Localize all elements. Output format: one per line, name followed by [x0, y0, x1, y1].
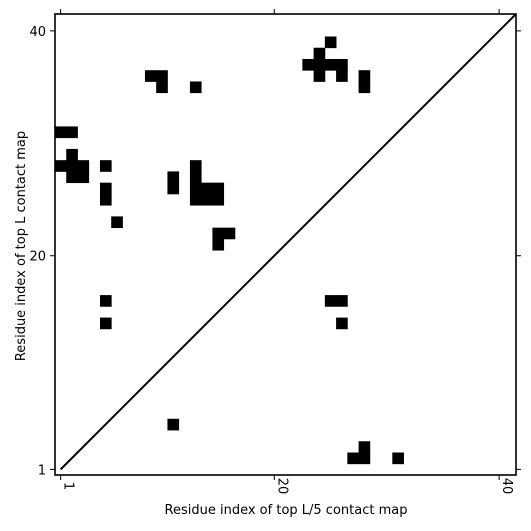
contact-cell: [336, 295, 348, 307]
contact-cell: [99, 193, 112, 206]
contact-cell: [336, 70, 348, 82]
contact-cell: [99, 317, 112, 330]
x-tick-label: 40: [499, 478, 514, 495]
contact-cell: [324, 36, 337, 49]
y-tick-label: 20: [29, 250, 46, 265]
contact-cell: [99, 160, 112, 172]
contact-cell: [212, 182, 225, 195]
contact-cell: [324, 58, 337, 71]
contact-cell: [189, 81, 202, 94]
contact-cell: [212, 227, 225, 240]
contact-cell: [313, 70, 326, 82]
contact-cell: [167, 171, 180, 184]
contact-cell: [313, 58, 326, 71]
contact-cell: [358, 441, 371, 453]
contact-cell: [189, 182, 202, 195]
x-tick-label: 20: [274, 478, 289, 495]
contact-cell: [77, 160, 90, 172]
contact-cell: [156, 81, 168, 94]
contact-cell: [189, 171, 202, 184]
y-tick-label: 40: [29, 25, 46, 40]
plot-frame: [54, 13, 517, 476]
contact-cell: [201, 193, 213, 206]
contact-cell: [324, 295, 337, 307]
contact-cell: [347, 452, 359, 465]
contact-cell: [99, 295, 112, 307]
contact-cell: [212, 193, 225, 206]
contact-cell: [99, 182, 112, 195]
contact-cell: [66, 126, 78, 139]
contact-cell: [66, 160, 78, 172]
contact-cell: [201, 182, 213, 195]
contact-cell: [358, 452, 371, 465]
y-axis-title: Residue index of top L contact map: [14, 131, 29, 361]
contact-cell: [111, 216, 123, 229]
contact-cell: [336, 317, 348, 330]
x-tick-label: 1: [61, 482, 76, 490]
contact-cell: [167, 182, 180, 195]
contact-cell: [302, 58, 315, 71]
contact-cell: [167, 418, 180, 431]
contact-cell: [156, 70, 168, 82]
contact-cell: [77, 171, 90, 184]
y-tick-label: 1: [38, 463, 46, 478]
contact-cells: [55, 36, 404, 465]
contact-cell: [55, 160, 67, 172]
contact-cell: [212, 238, 225, 251]
contact-cell: [392, 452, 404, 465]
contact-cell: [144, 70, 157, 82]
contact-cell: [358, 70, 371, 82]
contact-cell: [66, 171, 78, 184]
axis-ticks: 1 20 40 1 20 40: [29, 9, 521, 494]
contact-cell: [223, 227, 236, 240]
contact-cell: [189, 193, 202, 206]
contact-cell: [55, 126, 67, 139]
diagonal-line: [59, 13, 517, 471]
contact-cell: [336, 58, 348, 71]
contact-cell: [66, 148, 78, 161]
contact-cell: [189, 160, 202, 172]
x-axis-title: Residue index of top L/5 contact map: [165, 503, 408, 518]
contact-cell: [313, 47, 326, 60]
contact-cell: [358, 81, 371, 94]
